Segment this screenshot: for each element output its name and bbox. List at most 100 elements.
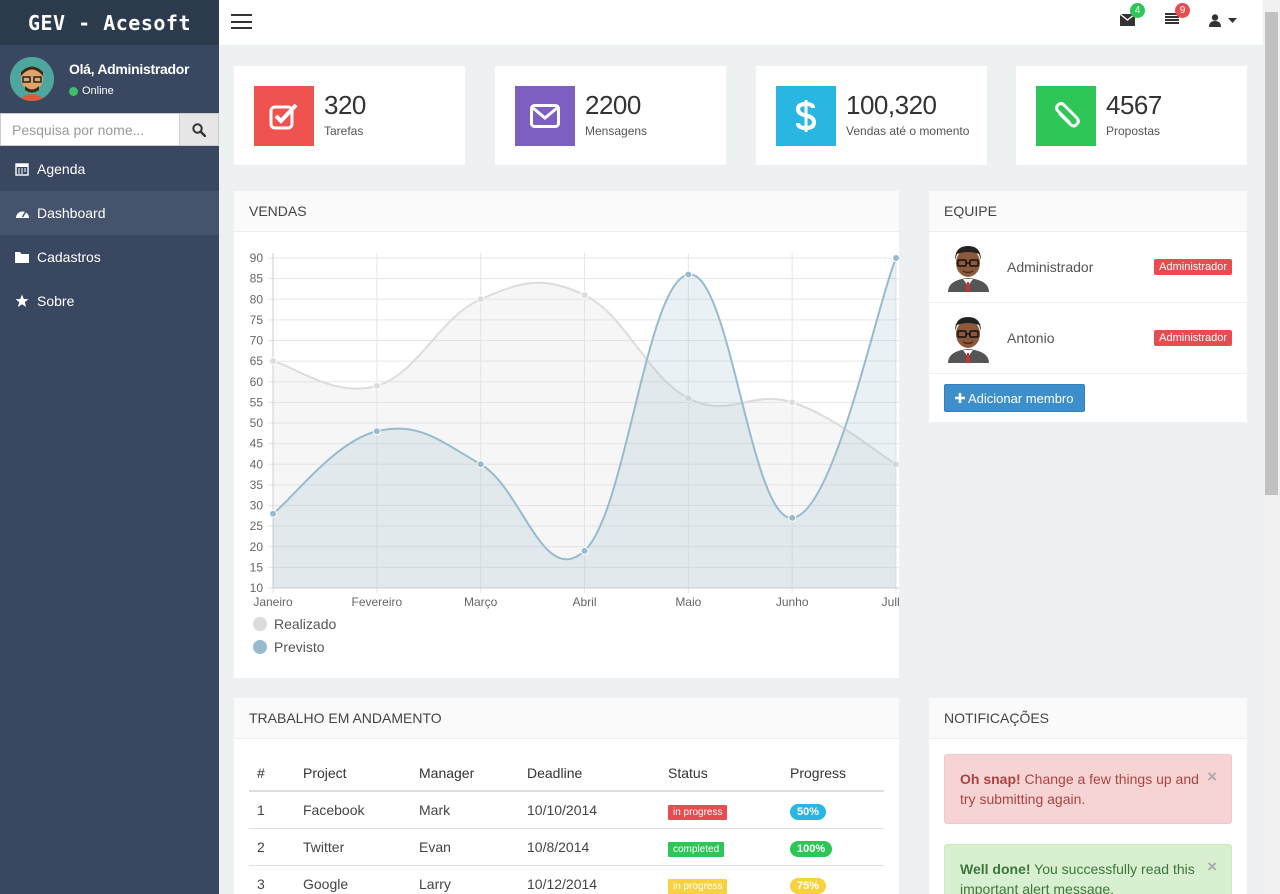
y-tick-label: 55 [250,395,264,409]
work-panel-title: TRABALHO EM ANDAMENTO [234,698,899,739]
data-point-previsto [580,546,589,555]
search-button[interactable] [180,113,219,146]
stat-value: 100,320 [846,90,937,120]
y-tick-label: 35 [250,478,264,492]
status-badge: in progress [668,804,728,820]
y-tick-label: 20 [250,540,264,554]
x-tick-label: Junho [776,595,809,609]
sidebar-item-label: Dashboard [37,205,106,221]
manager-name: Mark [411,791,519,829]
stat-label: Propostas [1106,124,1161,138]
column-header: Status [660,755,782,792]
sales-chart: 10 15 20 25 30 35 40 45 50 55 60 65 70 75 80 85 90 Janeir… [250,251,899,609]
series-area-realizado [273,282,896,588]
dashboard-icon [14,207,30,219]
y-tick-label: 15 [250,560,264,574]
stat-label: Mensagens [585,124,648,138]
series-line-previsto [272,257,897,561]
y-tick-label: 30 [250,499,264,513]
caret-down-icon [1228,17,1237,23]
team-member-name: Administrador [1007,259,1094,275]
data-point-previsto [892,254,899,262]
y-tick-label: 75 [250,313,264,327]
team-member-row[interactable]: Administrador Administrador [929,232,1247,303]
notifications-panel-title: NOTIFICAÇÕES [929,698,1247,739]
sidebar-item-cadastros[interactable]: Cadastros [0,235,219,279]
column-header: Manager [411,755,519,792]
user-status-label: Online [82,85,114,97]
plus-icon [955,393,965,403]
team-member-row[interactable]: Antonio Administrador [929,303,1247,374]
sidebar-item-dashboard[interactable]: Dashboard [0,191,219,235]
projects-table: # Project Manager Deadline Status Progre… [249,755,884,894]
data-point-realizado [372,381,381,390]
manager-name: Evan [411,828,519,866]
star-icon [14,294,30,308]
stat-card-tarefas: 320 Tarefas [234,66,465,165]
x-tick-label: Julho [882,595,899,609]
scrollbar-thumb[interactable] [1265,12,1278,495]
user-menu-button[interactable] [1209,14,1237,27]
paperclip-icon [1036,86,1096,146]
legend-label: Realizado [274,616,337,632]
legend-item-realizado: Realizado [253,616,336,632]
status-cell: in progress [660,791,782,829]
column-header: Project [295,755,411,792]
sales-panel-title: VENDAS [234,191,899,232]
y-tick-label: 50 [250,416,264,430]
work-panel: TRABALHO EM ANDAMENTO # Project Manager … [234,698,899,894]
user-status: Online [69,85,189,97]
close-icon[interactable]: × [1207,767,1217,786]
notifications-panel: NOTIFICAÇÕES Oh snap! Change a few thing… [929,698,1247,894]
team-member-name: Antonio [1007,330,1055,346]
progress-badge: 50% [790,803,827,820]
stat-value: 4567 [1106,90,1162,120]
sidebar-item-agenda[interactable]: Agenda [0,147,219,191]
progress-cell: 50% [782,791,884,829]
dollar-icon [776,86,836,146]
alert-title: Well done! [960,861,1031,877]
sidebar-item-label: Cadastros [37,249,101,265]
table-row[interactable]: 1 Facebook Mark 10/10/2014 in progress 5… [249,791,884,829]
data-point-realizado [684,394,693,403]
stat-label: Tarefas [324,124,364,138]
y-tick-label: 40 [250,457,264,471]
alert-danger: Oh snap! Change a few things up and try … [944,754,1232,824]
data-point-previsto [684,270,693,279]
status-cell: in progress [660,865,782,894]
tasks-icon [1165,13,1179,24]
search-input[interactable] [0,113,180,146]
project-name: Facebook [295,791,411,829]
stat-value: 2200 [585,90,641,120]
deadline: 10/12/2014 [519,865,660,894]
user-greeting: Olá, Administrador [69,61,190,77]
team-panel: EQUIPE Administrador Administrador [929,191,1247,422]
stat-value: 320 [324,90,366,120]
messages-button[interactable]: 4 [1119,3,1145,31]
folder-icon [14,251,30,263]
close-icon[interactable]: × [1207,857,1217,876]
sidebar-menu: Agenda Dashboard Cadastros Sobre [0,147,219,323]
check-square-icon [254,86,314,146]
y-tick-label: 60 [250,375,264,389]
table-row[interactable]: 3 Google Larry 10/12/2014 in progress 75… [249,865,884,894]
sidebar-item-sobre[interactable]: Sobre [0,279,219,323]
y-tick-label: 45 [250,437,264,451]
status-badge: in progress [668,878,728,894]
x-tick-label: Janeiro [253,595,293,609]
legend-swatch [253,617,267,631]
tasks-button[interactable]: 9 [1165,3,1190,31]
page-scrollbar[interactable] [1263,0,1280,894]
brand-title[interactable]: GEV - Acesoft [0,0,219,45]
x-tick-label: Abril [572,595,596,609]
alert-text: You successfully read this important ale… [960,861,1195,894]
add-member-button[interactable]: Adicionar membro [944,384,1085,412]
y-tick-label: 85 [250,272,264,286]
menu-toggle-icon[interactable] [231,14,252,29]
alert-title: Oh snap! [960,771,1021,787]
table-header-row: # Project Manager Deadline Status Progre… [249,755,884,792]
data-point-realizado [580,291,589,300]
sidebar-item-label: Sobre [37,293,75,309]
data-point-previsto [372,427,381,436]
table-row[interactable]: 2 Twitter Evan 10/8/2014 completed 100% [249,828,884,866]
